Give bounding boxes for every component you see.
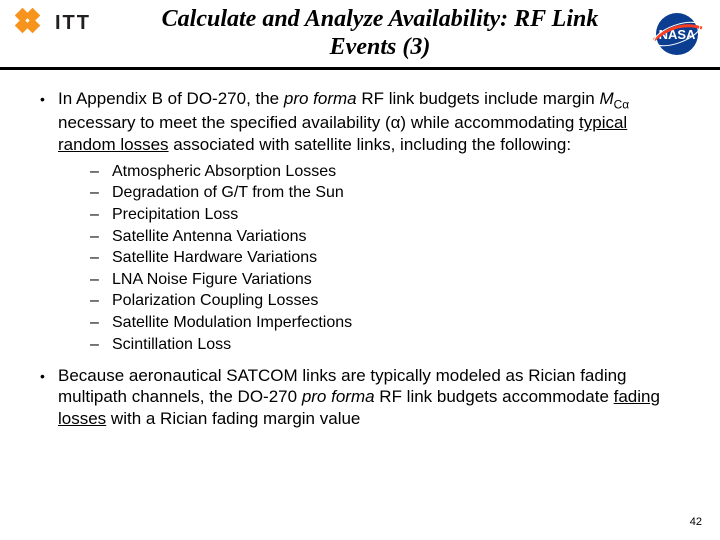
itt-mark-icon bbox=[15, 8, 45, 38]
dash-icon bbox=[90, 161, 112, 183]
bullet-dot-icon bbox=[40, 88, 58, 155]
sub-text: Atmospheric Absorption Losses bbox=[112, 161, 336, 183]
dash-icon bbox=[90, 312, 112, 334]
header: ITT Calculate and Analyze Availability: … bbox=[0, 0, 720, 70]
sub-text: Polarization Coupling Losses bbox=[112, 290, 318, 312]
sub-bullet-item: Satellite Antenna Variations bbox=[90, 226, 680, 248]
dash-icon bbox=[90, 290, 112, 312]
text-frag-italic: pro forma bbox=[302, 387, 375, 406]
sub-text: Scintillation Loss bbox=[112, 334, 231, 356]
bullet-item-1: In Appendix B of DO-270, the pro forma R… bbox=[40, 88, 680, 155]
sub-bullet-item: Atmospheric Absorption Losses bbox=[90, 161, 680, 183]
dash-icon bbox=[90, 269, 112, 291]
dash-icon bbox=[90, 182, 112, 204]
slide: ITT Calculate and Analyze Availability: … bbox=[0, 0, 720, 540]
bullet-2-text: Because aeronautical SATCOM links are ty… bbox=[58, 365, 680, 429]
sub-bullet-list: Atmospheric Absorption Losses Degradatio… bbox=[90, 161, 680, 355]
text-frag: In Appendix B of DO-270, the bbox=[58, 89, 284, 108]
sub-text: Degradation of G/T from the Sun bbox=[112, 182, 344, 204]
dash-icon bbox=[90, 247, 112, 269]
sub-text: Precipitation Loss bbox=[112, 204, 238, 226]
sub-bullet-item: Degradation of G/T from the Sun bbox=[90, 182, 680, 204]
slide-title: Calculate and Analyze Availability: RF L… bbox=[130, 6, 630, 61]
text-frag: necessary to meet the specified availabi… bbox=[58, 113, 579, 132]
dash-icon bbox=[90, 226, 112, 248]
nasa-logo-icon: NASA bbox=[650, 10, 705, 63]
sub-text: Satellite Modulation Imperfections bbox=[112, 312, 352, 334]
text-frag: associated with satellite links, includi… bbox=[169, 135, 572, 154]
dash-icon bbox=[90, 334, 112, 356]
text-frag-italic: M bbox=[599, 89, 613, 108]
bullet-item-2: Because aeronautical SATCOM links are ty… bbox=[40, 365, 680, 429]
page-number: 42 bbox=[690, 516, 702, 528]
sub-bullet-item: Scintillation Loss bbox=[90, 334, 680, 356]
text-frag: RF link budgets include margin bbox=[357, 89, 600, 108]
text-frag: with a Rician fading margin value bbox=[106, 409, 360, 428]
sub-bullet-item: LNA Noise Figure Variations bbox=[90, 269, 680, 291]
svg-text:NASA: NASA bbox=[659, 27, 696, 42]
sub-bullet-item: Satellite Hardware Variations bbox=[90, 247, 680, 269]
text-subscript: Cα bbox=[614, 97, 629, 111]
dash-icon bbox=[90, 204, 112, 226]
sub-text: Satellite Hardware Variations bbox=[112, 247, 317, 269]
bullet-dot-icon bbox=[40, 365, 58, 429]
itt-logo-text: ITT bbox=[55, 12, 91, 35]
text-frag-italic: pro forma bbox=[284, 89, 357, 108]
itt-logo: ITT bbox=[15, 8, 91, 38]
sub-text: Satellite Antenna Variations bbox=[112, 226, 307, 248]
sub-bullet-item: Polarization Coupling Losses bbox=[90, 290, 680, 312]
slide-body: In Appendix B of DO-270, the pro forma R… bbox=[0, 70, 720, 429]
sub-bullet-item: Satellite Modulation Imperfections bbox=[90, 312, 680, 334]
sub-text: LNA Noise Figure Variations bbox=[112, 269, 312, 291]
text-frag: RF link budgets accommodate bbox=[375, 387, 614, 406]
sub-bullet-item: Precipitation Loss bbox=[90, 204, 680, 226]
bullet-1-text: In Appendix B of DO-270, the pro forma R… bbox=[58, 88, 680, 155]
